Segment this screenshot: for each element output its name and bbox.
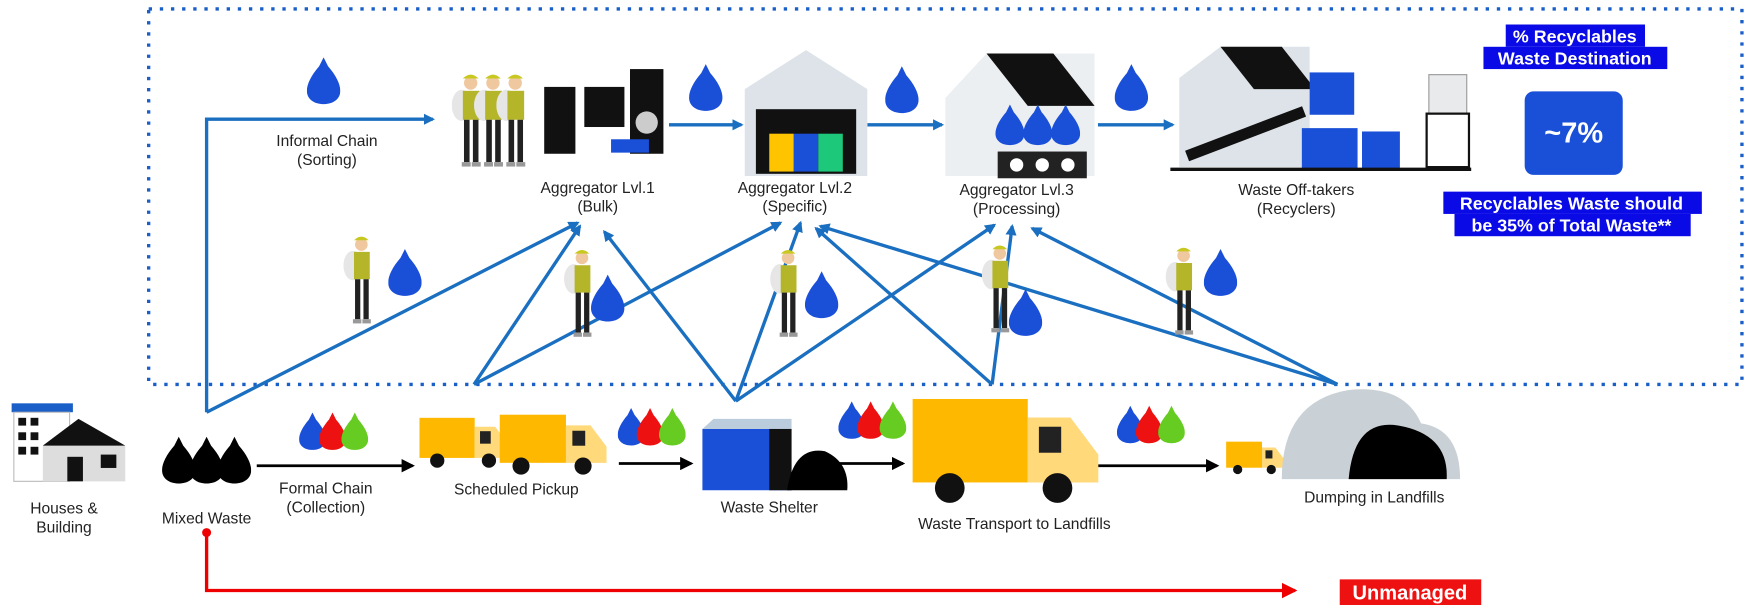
label-line: (Specific) xyxy=(762,199,827,216)
node-label: Aggregator Lvl.1 (Bulk) xyxy=(541,180,655,216)
label-line: Aggregator Lvl.1 xyxy=(541,180,655,197)
node-label: Waste Shelter xyxy=(721,500,818,517)
label-line: Informal Chain xyxy=(276,133,377,150)
unmanaged-label: Unmanaged xyxy=(1353,582,1468,604)
callout: % Recyclables Waste Destination ~7% Recyc… xyxy=(1443,24,1702,237)
node-label: Aggregator Lvl.2 (Specific) xyxy=(738,180,852,216)
node-label: Houses & Building xyxy=(30,501,98,537)
node-label: Informal Chain (Sorting) xyxy=(276,133,377,169)
node-label: Formal Chain (Collection) xyxy=(279,481,373,517)
callout-note: Recyclables Waste should be 35% of Total … xyxy=(1460,193,1683,235)
label-line: % Recyclables xyxy=(1513,26,1637,46)
label-line: Waste Destination xyxy=(1498,49,1652,69)
callout-value: ~7% xyxy=(1544,118,1603,150)
node-label: Aggregator Lvl.3 (Processing) xyxy=(959,182,1073,218)
label-line: Building xyxy=(36,520,91,537)
node-label: Waste Transport to Landfills xyxy=(918,516,1111,533)
label-line: Houses & xyxy=(30,501,98,518)
informal-arrows xyxy=(204,113,1339,414)
unmanaged-arrow xyxy=(202,528,1298,599)
informal-frame xyxy=(146,7,1744,387)
label-line: (Collection) xyxy=(286,500,365,517)
formal-arrows xyxy=(256,456,1220,473)
label-line: be 35% of Total Waste** xyxy=(1472,216,1672,236)
label-line: Formal Chain xyxy=(279,481,373,498)
label-line: (Bulk) xyxy=(577,199,618,216)
unmanaged: Unmanaged xyxy=(1339,579,1482,605)
callout-title: % Recyclables Waste Destination xyxy=(1498,26,1652,68)
label-line: (Processing) xyxy=(973,201,1060,218)
node-label: Mixed Waste xyxy=(162,511,251,528)
label-line: (Recyclers) xyxy=(1257,201,1336,218)
label-line: Waste Off-takers xyxy=(1238,182,1354,199)
label-line: Recyclables Waste should xyxy=(1460,193,1683,213)
node-label: Scheduled Pickup xyxy=(454,482,579,499)
icons xyxy=(11,46,1472,503)
label-line: Aggregator Lvl.3 xyxy=(959,182,1073,199)
label-line: Aggregator Lvl.2 xyxy=(738,180,852,197)
node-label: Waste Off-takers (Recyclers) xyxy=(1238,182,1354,218)
node-labels: Houses & Building Mixed Waste Formal Chai… xyxy=(30,133,1444,537)
label-line: (Sorting) xyxy=(297,152,357,169)
node-label: Dumping in Landfills xyxy=(1304,489,1444,506)
